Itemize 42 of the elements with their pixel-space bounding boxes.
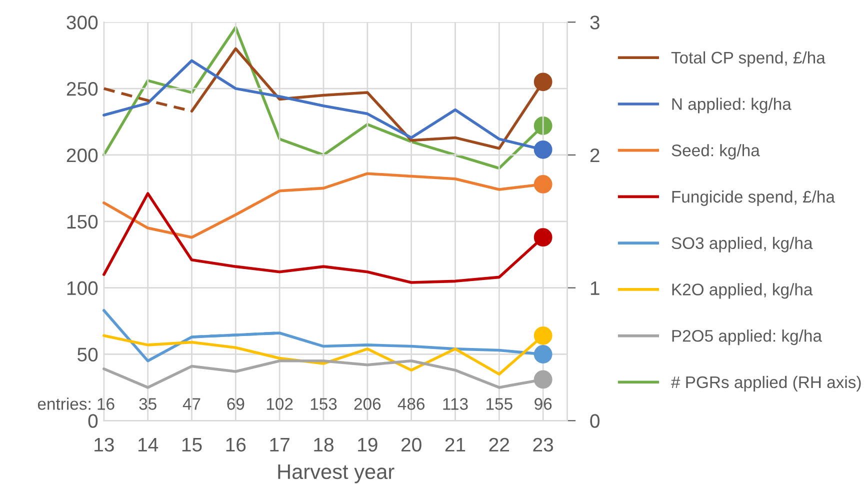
y-tick-label: 250: [66, 82, 98, 96]
x-tick-label: 17: [270, 438, 290, 452]
x-tick-label: 21: [445, 438, 466, 452]
y-tick-label: 300: [66, 16, 98, 30]
x-tick-label: 22: [489, 438, 509, 452]
annotation: 153: [310, 398, 337, 410]
y-tick-label: 200: [66, 148, 98, 162]
legend-label: Total CP spend, £/ha: [671, 51, 826, 67]
x-tick-label: 18: [314, 438, 334, 452]
annotation: 155: [486, 398, 512, 410]
annotation: 96: [534, 398, 552, 410]
annotation: entries: 16: [38, 398, 114, 410]
y2-tick-label: 2: [590, 148, 600, 162]
x-tick-label: 23: [533, 438, 554, 452]
annotation: 69: [227, 398, 244, 410]
legend-label: P2O5 applied: kg/ha: [672, 330, 822, 346]
x-axis-title: Harvest year: [278, 464, 394, 484]
legend-label: SO3 applied, kg/ha: [672, 236, 813, 252]
legend-label: N applied: kg/ha: [672, 98, 792, 114]
annotation: 113: [443, 398, 468, 410]
x-tick-label: 15: [182, 438, 202, 452]
legend-label: Fungicide spend, £/ha: [672, 190, 835, 206]
y-tick-label: 0: [88, 414, 98, 428]
x-tick-label: 16: [226, 438, 246, 452]
y2-tick-label: 3: [590, 16, 600, 30]
legend-label: Seed: kg/ha: [672, 144, 760, 160]
y-tick-label: 150: [67, 214, 98, 229]
annotation: 486: [398, 398, 424, 410]
annotation: 206: [354, 398, 381, 410]
x-tick-label: 19: [358, 438, 378, 452]
y-tick-label: 50: [78, 348, 98, 362]
y2-tick-label: 1: [590, 281, 600, 295]
annotation: 35: [139, 398, 156, 410]
x-tick-label: 14: [138, 438, 158, 452]
annotation: 102: [266, 398, 293, 410]
annotation: 47: [182, 398, 200, 410]
x-tick-label: 13: [94, 438, 114, 452]
legend-label: K2O applied, kg/ha: [672, 283, 813, 299]
y2-tick-label: 0: [590, 414, 600, 428]
y-tick-label: 100: [67, 281, 98, 296]
x-tick-label: 20: [401, 438, 422, 452]
legend-label: # PGRs applied (RH axis): [671, 376, 861, 392]
